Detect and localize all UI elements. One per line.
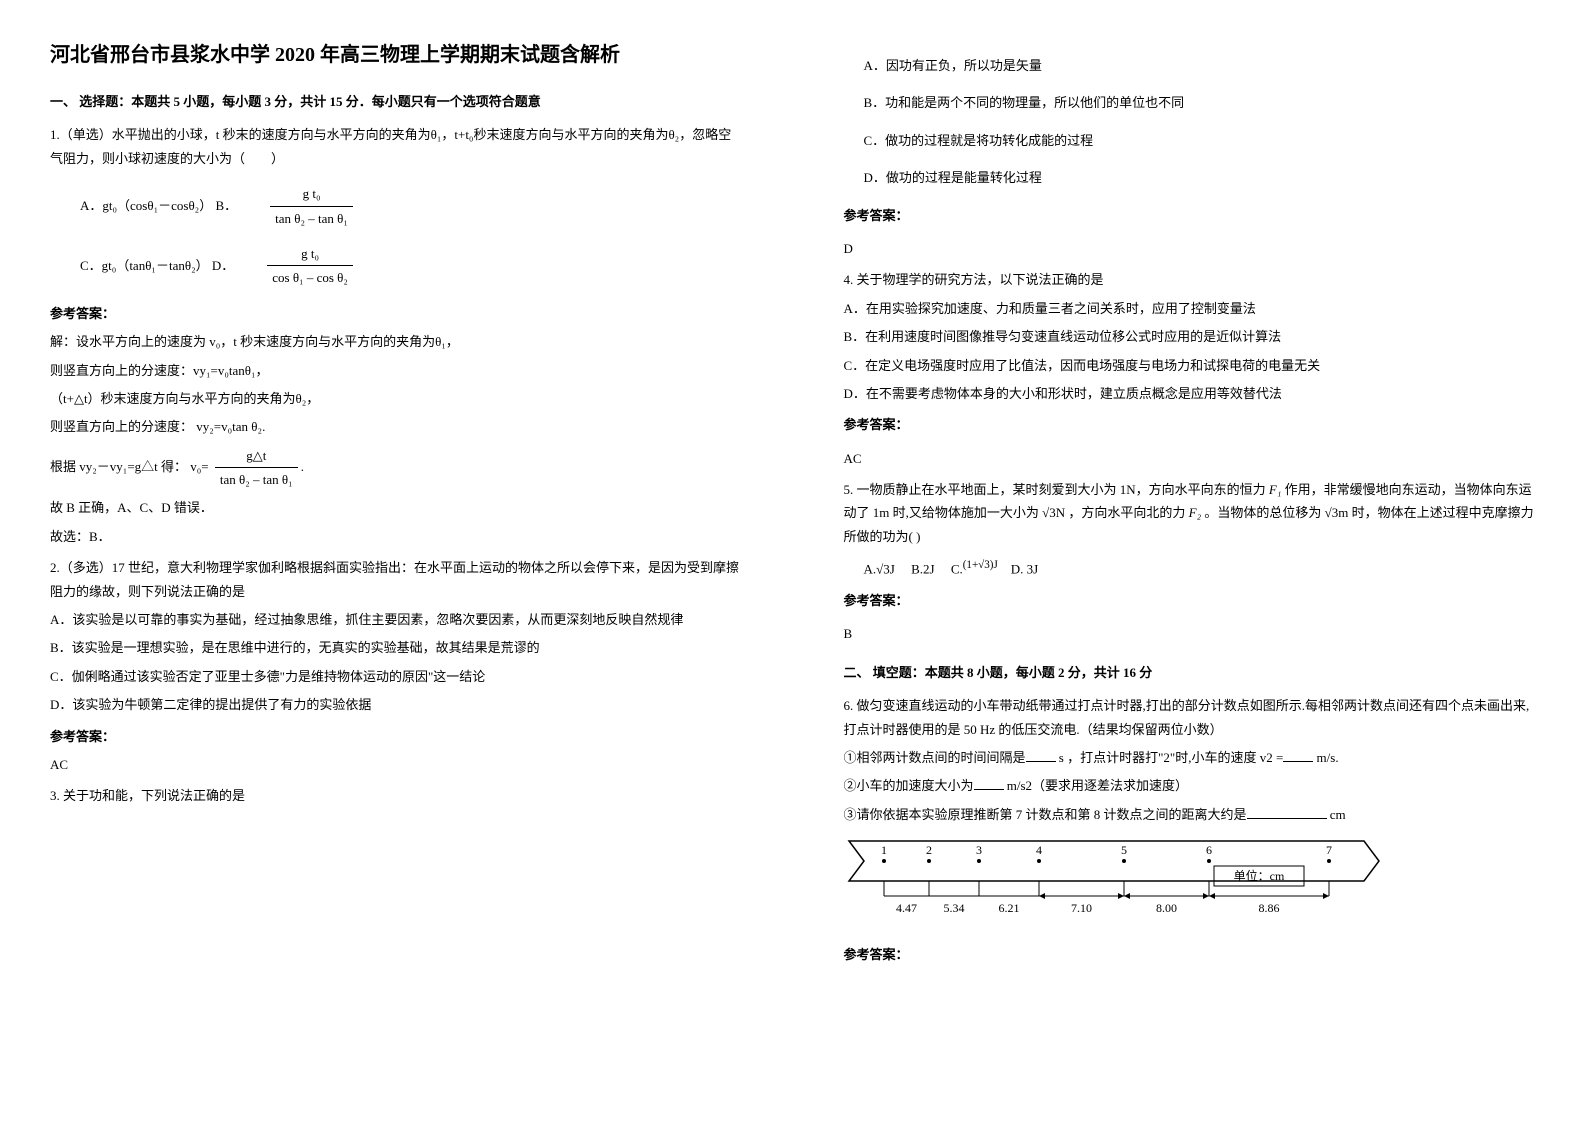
svg-text:5.34: 5.34 <box>943 901 964 915</box>
fill-blank-1 <box>1026 761 1056 762</box>
q6-answer-label: 参考答案： <box>844 943 1538 966</box>
q2-optB: B．该实验是一理想实验，是在思维中进行的，无真实的实验基础，故其结果是荒谬的 <box>50 636 744 659</box>
q2-optA: A．该实验是以可靠的事实为基础，经过抽象思维，抓住主要因素，忽略次要因素，从而更… <box>50 608 744 631</box>
q3-text: 3. 关于功和能，下列说法正确的是 <box>50 784 744 807</box>
right-column: A．因功有正负，所以功是矢量 B．功和能是两个不同的物理量，所以他们的单位也不同… <box>794 0 1587 1122</box>
q6-text: 6. 做匀变速直线运动的小车带动纸带通过打点计时器,打出的部分计数点如图所示.每… <box>844 694 1538 741</box>
svg-text:3: 3 <box>976 843 982 857</box>
q6-line1: ①相邻两计数点间的时间间隔是 s ，打点计时器打"2"时,小车的速度 v2 = … <box>844 746 1538 769</box>
svg-text:5: 5 <box>1121 843 1127 857</box>
svg-text:1: 1 <box>881 843 887 857</box>
question-5: 5. 一物质静止在水平地面上，某时刻爱到大小为 1N，方向水平向东的恒力 F₁ … <box>844 478 1538 646</box>
fill-blank-2 <box>1283 761 1313 762</box>
q1-optC: C．gt₀（tanθ₁－tanθ₂） D． <box>80 254 234 277</box>
q4-optB: B．在利用速度时间图像推导匀变速直线运动位移公式时应用的是近似计算法 <box>844 325 1538 348</box>
q3-optA: A．因功有正负，所以功是矢量 <box>844 54 1538 77</box>
q1-optD-fraction: g t₀ cos θ₁ – cos θ₂ <box>267 242 353 290</box>
q2-answer: AC <box>50 753 744 776</box>
left-column: 河北省邢台市县浆水中学 2020 年高三物理上学期期末试题含解析 一、 选择题：… <box>0 0 794 1122</box>
svg-text:8.00: 8.00 <box>1156 901 1177 915</box>
document-title: 河北省邢台市县浆水中学 2020 年高三物理上学期期末试题含解析 <box>50 40 744 70</box>
fill-blank-3 <box>974 789 1004 790</box>
q1-optA: A．gt₀（cosθ₁－cosθ₂） B． <box>80 194 237 217</box>
section2-header: 二、 填空题：本题共 8 小题，每小题 2 分，共计 16 分 <box>844 661 1538 684</box>
q1-answer-label: 参考答案： <box>50 302 744 325</box>
q1-options-row2: C．gt₀（tanθ₁－tanθ₂） D． g t₀ cos θ₁ – cos … <box>50 242 744 290</box>
svg-text:8.86: 8.86 <box>1258 901 1279 915</box>
section1-header: 一、 选择题：本题共 5 小题，每小题 3 分，共计 15 分．每小题只有一个选… <box>50 90 744 113</box>
q2-optC: C．伽俐略通过该实验否定了亚里士多德"力是维持物体运动的原因"这一结论 <box>50 665 744 688</box>
q3-optD: D．做功的过程是能量转化过程 <box>844 166 1538 189</box>
q4-optC: C．在定义电场强度时应用了比值法，因而电场强度与电场力和试探电荷的电量无关 <box>844 354 1538 377</box>
q3-optC: C．做功的过程就是将功转化成能的过程 <box>844 129 1538 152</box>
q1-ans5: 根据 vy₂－vy₁=g△t 得： v₀= g△t tan θ₂ – tan θ… <box>50 444 744 492</box>
svg-text:2: 2 <box>926 843 932 857</box>
svg-text:6.21: 6.21 <box>998 901 1019 915</box>
q1-ans7: 故选：B． <box>50 525 744 548</box>
fill-blank-4 <box>1247 818 1327 819</box>
q2-text: 2.（多选）17 世纪，意大利物理学家伽利略根据斜面实验指出：在水平面上运动的物… <box>50 556 744 603</box>
unit-label: 单位：cm <box>1233 868 1284 883</box>
q1-optB-fraction: g t₀ tan θ₂ – tan θ₁ <box>270 182 353 230</box>
svg-text:6: 6 <box>1206 843 1212 857</box>
q1-ans2: 则竖直方向上的分速度：vy₁=v₀tanθ₁， <box>50 359 744 382</box>
q1-ans3: （t+△t）秒末速度方向与水平方向的夹角为θ₂， <box>50 387 744 410</box>
q4-text: 4. 关于物理学的研究方法，以下说法正确的是 <box>844 268 1538 291</box>
question-2: 2.（多选）17 世纪，意大利物理学家伽利略根据斜面实验指出：在水平面上运动的物… <box>50 556 744 776</box>
q5-options: A.√3J B.2J C.(1+√3)J D. 3J <box>844 556 1538 581</box>
q3-answer: D <box>844 237 1538 260</box>
q6-line2: ②小车的加速度大小为 m/s2（要求用逐差法求加速度） <box>844 774 1538 797</box>
q4-answer: AC <box>844 447 1538 470</box>
q5-answer-label: 参考答案： <box>844 589 1538 612</box>
question-6: 6. 做匀变速直线运动的小车带动纸带通过打点计时器,打出的部分计数点如图所示.每… <box>844 694 1538 967</box>
svg-text:7: 7 <box>1326 843 1332 857</box>
q5-text: 5. 一物质静止在水平地面上，某时刻爱到大小为 1N，方向水平向东的恒力 F₁ … <box>844 478 1538 548</box>
svg-text:4.47: 4.47 <box>896 901 917 915</box>
q1-ans4: 则竖直方向上的分速度： vy₂=v₀tan θ₂. <box>50 415 744 438</box>
q2-answer-label: 参考答案： <box>50 725 744 748</box>
q3-answer-label: 参考答案： <box>844 204 1538 227</box>
q1-text: 1.（单选）水平抛出的小球，t 秒末的速度方向与水平方向的夹角为θ₁，t+t₀秒… <box>50 123 744 170</box>
q1-options-row1: A．gt₀（cosθ₁－cosθ₂） B． g t₀ tan θ₂ – tan … <box>50 182 744 230</box>
q6-line3: ③请你依据本实验原理推断第 7 计数点和第 8 计数点之间的距离大约是 cm <box>844 803 1538 826</box>
q4-optD: D．在不需要考虑物体本身的大小和形状时，建立质点概念是应用等效替代法 <box>844 382 1538 405</box>
svg-text:4: 4 <box>1036 843 1042 857</box>
q5-answer: B <box>844 622 1538 645</box>
q1-ans6: 故 B 正确，A、C、D 错误． <box>50 496 744 519</box>
q3-optB: B．功和能是两个不同的物理量，所以他们的单位也不同 <box>844 91 1538 114</box>
tape-svg: 1 2 3 4 5 6 7 单位：cm 4.47 5.34 6.21 7.10 8.00 8.86 <box>844 836 1384 926</box>
tape-diagram: 1 2 3 4 5 6 7 单位：cm 4.47 5.34 6.21 7.10 8.00 8.86 <box>844 836 1538 933</box>
q2-optD: D．该实验为牛顿第二定律的提出提供了有力的实验依据 <box>50 693 744 716</box>
question-1: 1.（单选）水平抛出的小球，t 秒末的速度方向与水平方向的夹角为θ₁，t+t₀秒… <box>50 123 744 548</box>
question-3-options: A．因功有正负，所以功是矢量 B．功和能是两个不同的物理量，所以他们的单位也不同… <box>844 54 1538 260</box>
svg-text:7.10: 7.10 <box>1071 901 1092 915</box>
q4-answer-label: 参考答案： <box>844 413 1538 436</box>
q1-ans1: 解：设水平方向上的速度为 v₀，t 秒末速度方向与水平方向的夹角为θ₁， <box>50 330 744 353</box>
q4-optA: A．在用实验探究加速度、力和质量三者之间关系时，应用了控制变量法 <box>844 297 1538 320</box>
question-4: 4. 关于物理学的研究方法，以下说法正确的是 A．在用实验探究加速度、力和质量三… <box>844 268 1538 470</box>
